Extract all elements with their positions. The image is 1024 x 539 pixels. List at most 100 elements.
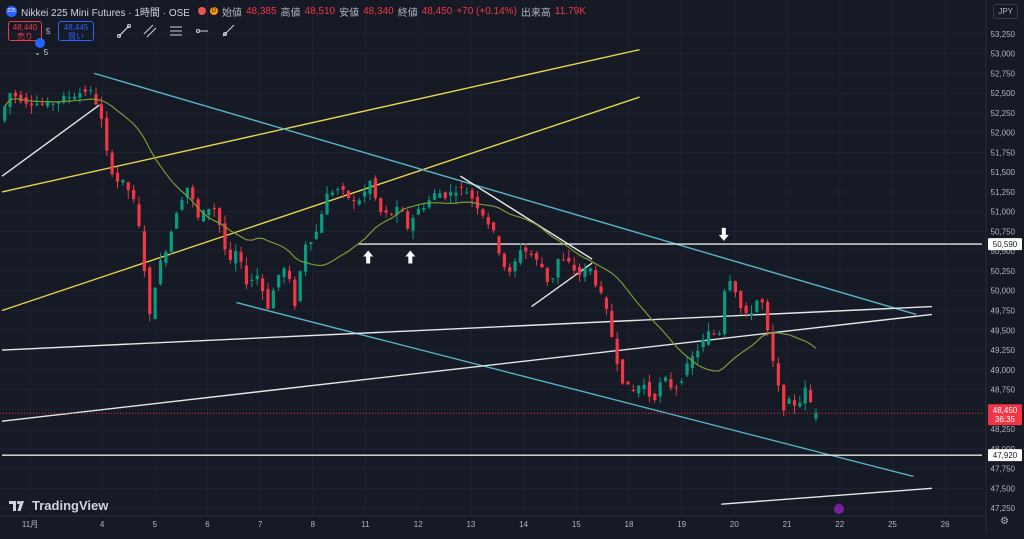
candle-body bbox=[540, 263, 544, 268]
candle-body bbox=[19, 94, 23, 102]
symbol-title[interactable]: Nikkei 225 Mini Futures · 1時間 · OSE bbox=[21, 7, 190, 19]
price-level-label: 50,590 bbox=[993, 240, 1018, 249]
price-tick-label: 52,500 bbox=[991, 89, 1016, 98]
candle-body bbox=[599, 286, 603, 293]
horizontal-ray-tool-icon[interactable] bbox=[191, 21, 213, 41]
candle-body bbox=[3, 106, 7, 121]
candle-body bbox=[551, 278, 555, 280]
candle-body bbox=[234, 251, 238, 264]
candle-body bbox=[148, 267, 152, 315]
candle-body bbox=[271, 290, 275, 309]
drawing-lines bbox=[1, 48, 982, 505]
time-tick-label: 6 bbox=[205, 520, 210, 529]
buy-label: 買い bbox=[68, 32, 84, 41]
volume-value: 11.79K bbox=[554, 5, 586, 17]
candle-body bbox=[180, 200, 184, 210]
candle-body bbox=[250, 279, 254, 281]
candle-body bbox=[255, 275, 259, 280]
time-tick-label: 7 bbox=[258, 520, 263, 529]
candle-body bbox=[325, 193, 329, 215]
candle-body bbox=[545, 267, 549, 282]
candle-body bbox=[29, 103, 34, 106]
currency-button[interactable]: JPY bbox=[993, 4, 1018, 19]
candle-body bbox=[717, 333, 721, 335]
trend-line-tool-icon[interactable] bbox=[113, 21, 135, 41]
price-tick-label: 51,000 bbox=[991, 208, 1016, 217]
price-axis[interactable]: 47,25047,50047,75048,00048,25048,50048,7… bbox=[0, 30, 1022, 513]
candle-body bbox=[782, 384, 786, 411]
ray-tool-icon[interactable] bbox=[217, 21, 239, 41]
sell-price: 48,440 bbox=[12, 23, 38, 32]
candle-body bbox=[594, 270, 598, 286]
price-tick-label: 49,750 bbox=[991, 306, 1016, 315]
candle-body bbox=[432, 193, 437, 200]
candle-body bbox=[728, 281, 732, 291]
candle-body bbox=[766, 301, 770, 331]
settings-gear-icon[interactable]: ⚙ bbox=[1000, 516, 1009, 527]
time-tick-label: 5 bbox=[153, 520, 158, 529]
candle-body bbox=[502, 253, 506, 268]
moving-average-line bbox=[4, 98, 817, 372]
candle-body bbox=[438, 193, 442, 198]
candle-body bbox=[142, 231, 146, 272]
interval-count: 5 bbox=[43, 48, 49, 57]
candle-body bbox=[422, 207, 426, 210]
candle-series bbox=[3, 85, 818, 422]
spread-value: 5 bbox=[46, 27, 51, 36]
interval-indicator[interactable]: ⌄ 5 bbox=[34, 48, 48, 57]
candle-body bbox=[309, 242, 313, 245]
sell-button[interactable]: 48,440 売り bbox=[8, 21, 42, 41]
price-tick-label: 50,000 bbox=[991, 287, 1016, 296]
candle-body bbox=[153, 287, 157, 320]
candle-body bbox=[384, 210, 388, 213]
open-label: 始値 bbox=[221, 7, 242, 19]
candle-body bbox=[749, 312, 754, 316]
candle-body bbox=[696, 350, 700, 358]
candle-body bbox=[739, 290, 743, 309]
candle-body bbox=[465, 192, 469, 194]
candle-body bbox=[449, 192, 453, 196]
price-tick-label: 50,250 bbox=[991, 267, 1016, 276]
time-tick-label: 20 bbox=[730, 520, 739, 529]
time-tick-label: 22 bbox=[835, 520, 844, 529]
candle-body bbox=[126, 182, 130, 191]
arrow-down-icon bbox=[718, 227, 729, 241]
candle-body bbox=[379, 198, 383, 213]
moving-average bbox=[4, 98, 817, 372]
candle-body bbox=[610, 311, 614, 337]
fib-tool-icon[interactable] bbox=[165, 21, 187, 41]
low-value: 48,340 bbox=[363, 5, 394, 17]
candle-body bbox=[217, 208, 222, 226]
price-level-badge bbox=[988, 449, 1022, 462]
event-marker-icon[interactable] bbox=[834, 504, 844, 514]
candle-body bbox=[615, 338, 619, 364]
volume-label: 出来高 bbox=[520, 7, 551, 19]
candle-body bbox=[287, 270, 292, 280]
buy-button[interactable]: 48,445 買い bbox=[58, 21, 94, 41]
time-axis[interactable]: 11月 4 5 6 7 8 11 12 13 14 15 18 19 20 21 22 25 26 bbox=[22, 520, 950, 529]
candle-body bbox=[169, 231, 173, 252]
candle-body bbox=[744, 305, 748, 314]
close-value: 48,450 bbox=[421, 5, 453, 17]
candle-body bbox=[771, 332, 775, 361]
drawing-arrows bbox=[363, 227, 729, 264]
price-tick-label: 52,750 bbox=[991, 69, 1016, 78]
candle-body bbox=[228, 249, 232, 261]
parallel-channel-tool-icon[interactable] bbox=[139, 21, 161, 41]
candle-body bbox=[293, 279, 297, 307]
candle-body bbox=[175, 213, 179, 229]
open-value: 48,385 bbox=[245, 5, 277, 17]
tradingview-logo-icon bbox=[9, 500, 24, 511]
candle-body bbox=[577, 267, 582, 276]
account-avatar-icon[interactable] bbox=[35, 38, 45, 48]
candle-body bbox=[207, 209, 211, 216]
candle-body bbox=[690, 356, 695, 368]
low-label: 安値 bbox=[339, 7, 360, 19]
candle-body bbox=[561, 259, 566, 261]
candle-body bbox=[733, 281, 737, 293]
candle-body bbox=[529, 253, 533, 256]
candle-body bbox=[798, 402, 802, 407]
time-tick-label: 4 bbox=[100, 520, 105, 529]
